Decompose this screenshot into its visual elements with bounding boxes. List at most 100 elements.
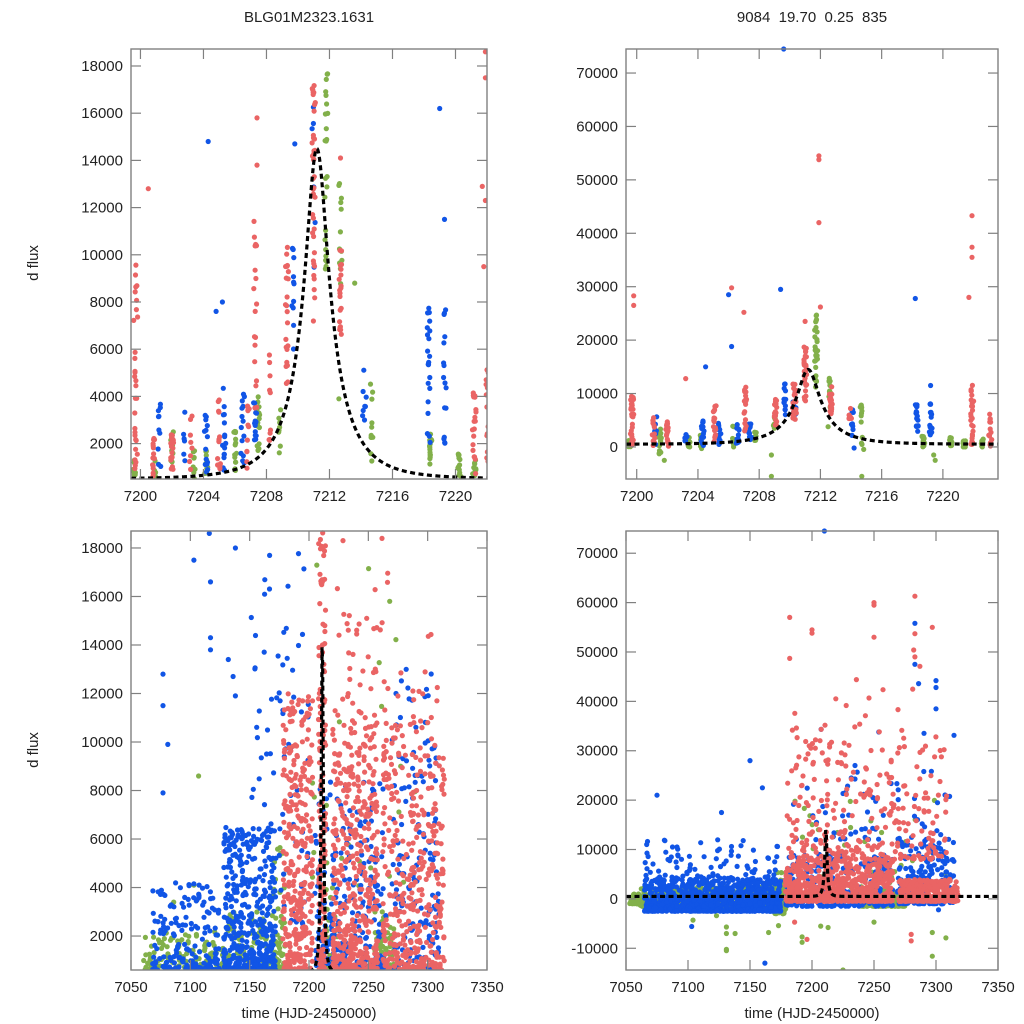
data-point <box>305 698 311 704</box>
data-point <box>266 586 273 592</box>
data-point <box>268 829 274 835</box>
data-point <box>256 826 262 832</box>
data-point <box>302 802 308 808</box>
data-point <box>210 939 216 946</box>
data-point <box>352 729 358 736</box>
data-point <box>385 685 391 692</box>
data-point <box>390 842 396 848</box>
data-point <box>742 397 749 403</box>
data-point <box>742 387 748 393</box>
data-point <box>735 432 742 438</box>
data-point <box>775 923 782 929</box>
data-point <box>309 862 315 869</box>
data-point <box>235 832 241 838</box>
data-point <box>364 955 371 961</box>
data-point <box>352 892 358 898</box>
data-point <box>233 436 239 442</box>
data-point <box>363 733 370 739</box>
data-point <box>403 953 410 959</box>
data-point <box>291 954 297 960</box>
y-tick-label: 14000 <box>81 152 123 169</box>
data-point <box>294 839 300 845</box>
data-point <box>437 965 443 970</box>
data-point <box>338 206 344 212</box>
data-point <box>425 361 431 368</box>
data-point <box>285 269 291 275</box>
data-point <box>283 835 290 841</box>
data-point <box>416 875 422 881</box>
data-point <box>155 414 162 420</box>
data-point <box>322 266 328 272</box>
data-point <box>223 440 229 446</box>
data-point <box>309 902 315 909</box>
data-point <box>371 832 377 838</box>
data-point <box>202 945 208 951</box>
data-point <box>280 877 286 883</box>
data-point <box>436 954 442 960</box>
data-point <box>173 920 179 926</box>
data-point <box>432 742 438 749</box>
data-point <box>270 933 276 939</box>
data-point <box>968 417 974 423</box>
data-point <box>246 846 252 853</box>
data-point <box>202 461 208 468</box>
data-point <box>260 903 266 909</box>
data-point <box>365 806 371 812</box>
y-tick-label: 2000 <box>90 928 123 945</box>
data-point <box>253 243 260 249</box>
data-point <box>390 935 396 941</box>
data-point <box>311 108 317 114</box>
data-point <box>317 961 323 967</box>
data-point <box>829 384 835 390</box>
data-point <box>269 874 275 881</box>
data-point <box>157 401 163 407</box>
data-point <box>988 429 994 435</box>
data-point <box>231 942 237 948</box>
data-point <box>280 662 286 668</box>
data-point <box>169 464 175 470</box>
data-point <box>397 961 403 967</box>
data-point <box>183 914 189 920</box>
data-point <box>322 111 328 117</box>
data-point <box>212 907 218 913</box>
data-point <box>267 879 273 885</box>
data-point <box>346 650 352 656</box>
data-point <box>290 246 296 252</box>
data-point <box>423 954 429 960</box>
data-point <box>247 949 253 955</box>
data-point <box>298 782 304 788</box>
data-point <box>305 777 311 783</box>
data-point <box>222 432 228 438</box>
data-point <box>301 773 308 780</box>
data-point <box>304 812 310 818</box>
data-point <box>293 914 299 920</box>
data-point <box>270 963 277 969</box>
data-point <box>251 400 257 406</box>
data-point <box>311 226 317 232</box>
y-tick-label: 18000 <box>81 58 123 75</box>
data-point <box>482 49 487 55</box>
series-red <box>280 530 447 970</box>
data-point <box>920 434 927 440</box>
data-point <box>363 814 369 820</box>
data-point <box>309 935 315 942</box>
data-point <box>362 403 368 409</box>
data-point <box>268 923 274 929</box>
data-point <box>253 275 259 282</box>
data-point <box>261 893 267 900</box>
data-point <box>283 336 289 342</box>
data-point <box>406 772 412 778</box>
data-point <box>197 949 203 955</box>
data-point <box>470 390 476 396</box>
data-point <box>304 951 311 958</box>
data-point <box>338 780 344 786</box>
data-point <box>253 876 259 883</box>
data-point <box>329 901 335 907</box>
data-point <box>285 276 291 282</box>
data-point <box>375 888 381 894</box>
data-point <box>456 452 462 458</box>
data-point <box>361 799 367 805</box>
data-point <box>395 693 401 699</box>
data-point <box>171 954 177 960</box>
data-point <box>245 422 251 428</box>
